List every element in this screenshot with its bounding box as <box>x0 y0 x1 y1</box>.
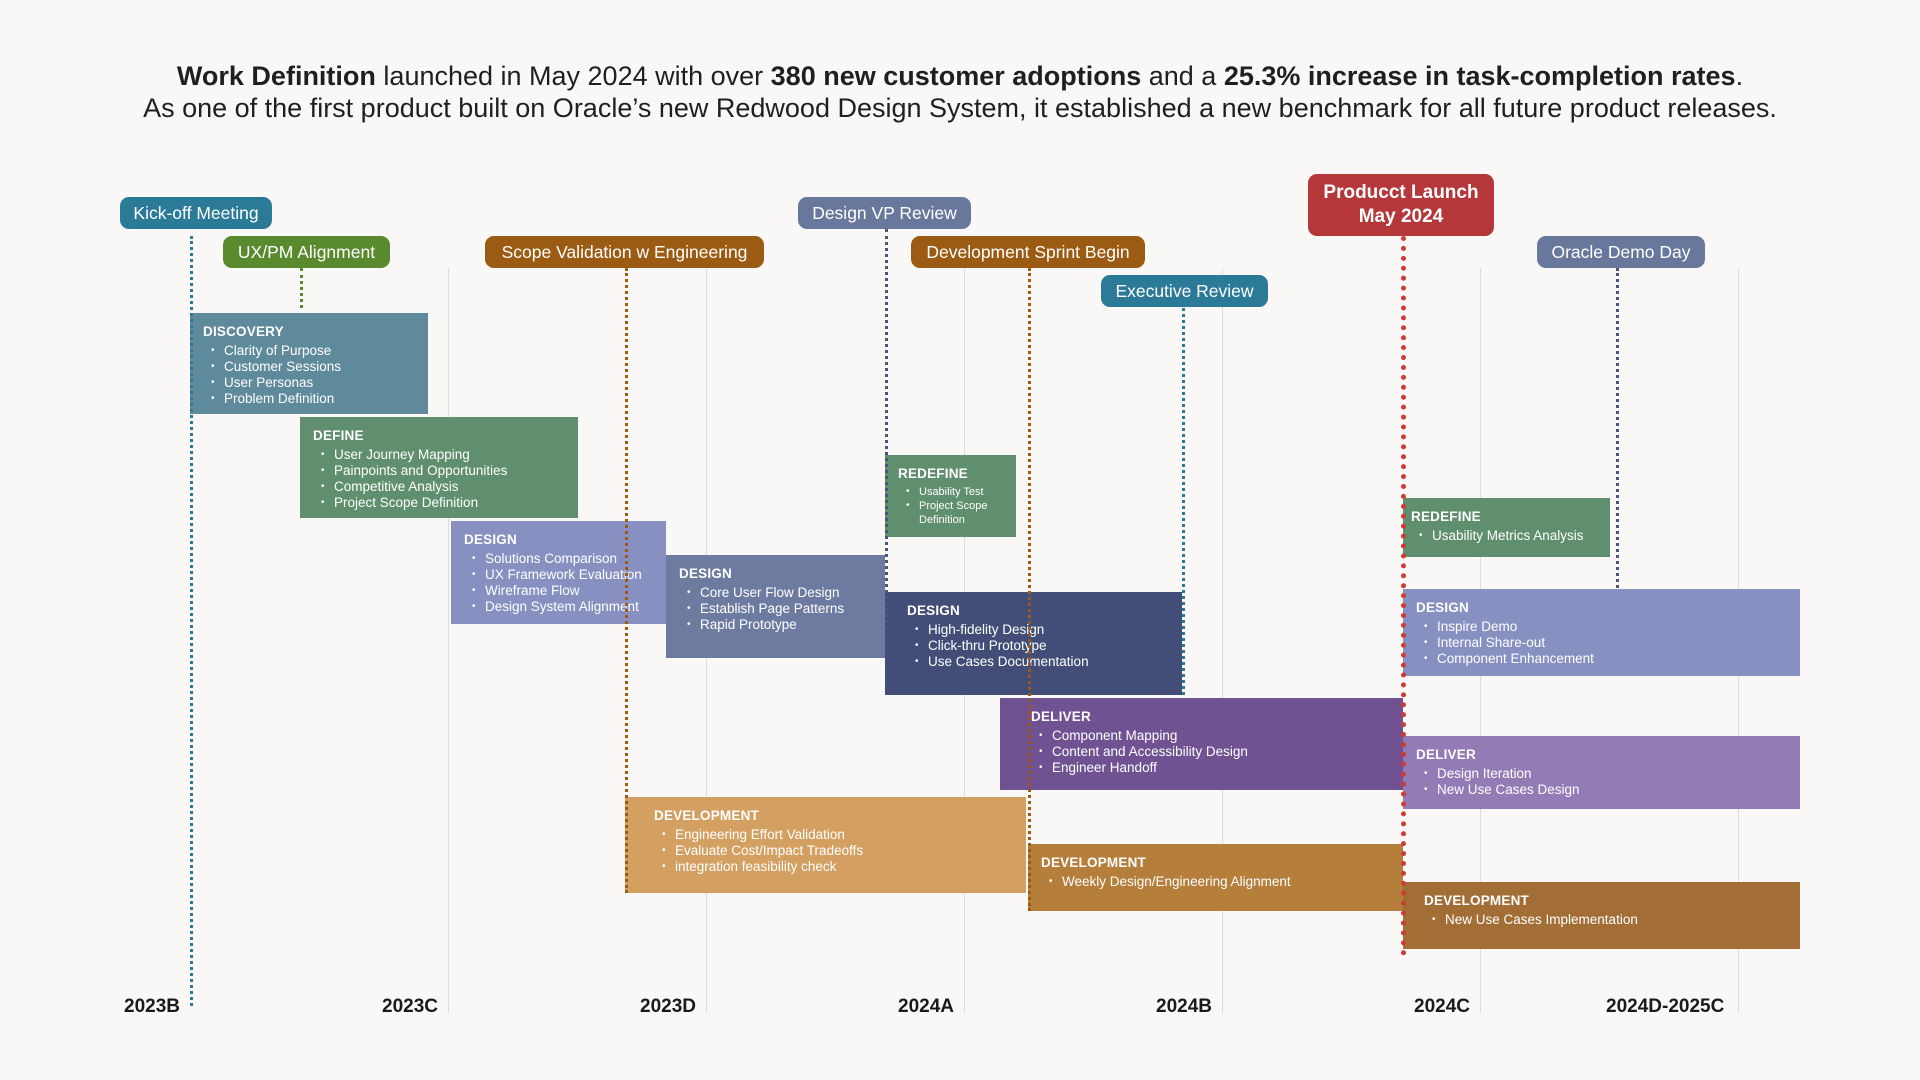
milestone-product-launch: Producct Launch May 2024 <box>1308 174 1494 236</box>
phase-item: Project Scope Definition <box>321 495 578 511</box>
axis-label-2024d-2025c: 2024D-2025C <box>1606 996 1725 1017</box>
axis-label-2024c: 2024C <box>1414 996 1470 1017</box>
gridline-2024b <box>1222 268 1223 1013</box>
headline-increase: 25.3% increase in task-completion rates <box>1223 61 1736 91</box>
phase-item: Solutions Comparison <box>472 551 666 567</box>
phase-design-2: DESIGN Core User Flow Design Establish P… <box>666 555 885 658</box>
sprint-line <box>1028 268 1031 911</box>
milestone-ux-pm-alignment: UX/PM Alignment <box>223 236 390 268</box>
phase-title: DESIGN <box>464 532 517 547</box>
phase-item: Project Scope Definition <box>906 499 1016 527</box>
phase-item: Click-thru Prototype <box>915 638 1182 654</box>
phase-development-3: DEVELOPMENT New Use Cases Implementation <box>1403 882 1800 949</box>
phase-item: Weekly Design/Engineering Alignment <box>1049 874 1403 890</box>
uxpm-line <box>300 268 303 308</box>
phase-item: Painpoints and Opportunities <box>321 463 578 479</box>
headline-period: . <box>1735 61 1744 91</box>
milestone-development-sprint-begin: Development Sprint Begin <box>911 236 1145 268</box>
axis-label-2023b: 2023B <box>124 996 180 1017</box>
phase-title: DISCOVERY <box>203 324 284 339</box>
phase-item: Competitive Analysis <box>321 479 578 495</box>
milestone-design-vp-review: Design VP Review <box>798 197 971 229</box>
phase-item: Component Mapping <box>1039 728 1403 744</box>
phase-item: Usability Metrics Analysis <box>1419 528 1610 544</box>
phase-item: Design System Alignment <box>472 599 666 615</box>
milestone-kickoff-meeting: Kick-off Meeting <box>120 197 272 229</box>
phase-design-3: DESIGN High-fidelity Design Click-thru P… <box>885 592 1182 695</box>
phase-item: Engineer Handoff <box>1039 760 1403 776</box>
phase-item: Wireframe Flow <box>472 583 666 599</box>
phase-title: REDEFINE <box>1411 509 1481 524</box>
axis-label-2023c: 2023C <box>382 996 438 1017</box>
axis-label-2023d: 2023D <box>640 996 696 1017</box>
phase-title: REDEFINE <box>898 466 968 481</box>
launch-line <box>1401 236 1406 956</box>
phase-item: Internal Share-out <box>1424 635 1800 651</box>
phase-title: DELIVER <box>1416 747 1476 762</box>
phase-development-2: DEVELOPMENT Weekly Design/Engineering Al… <box>1028 844 1403 911</box>
phase-item: User Journey Mapping <box>321 447 578 463</box>
phase-deliver-1: DELIVER Component Mapping Content and Ac… <box>1000 698 1403 790</box>
phase-item: Evaluate Cost/Impact Tradeoffs <box>662 843 1026 859</box>
phase-title: DESIGN <box>907 603 960 618</box>
phase-item: Content and Accessibility Design <box>1039 744 1403 760</box>
phase-discovery: DISCOVERY Clarity of Purpose Customer Se… <box>190 313 428 414</box>
phase-item: New Use Cases Design <box>1424 782 1800 798</box>
phase-redefine-1: REDEFINE Usability Test Project Scope De… <box>885 455 1016 537</box>
launch-title: Producct Launch <box>1323 182 1479 203</box>
milestone-scope-validation: Scope Validation w Engineering <box>485 236 764 268</box>
phase-title: DELIVER <box>1031 709 1091 724</box>
phase-title: DESIGN <box>679 566 732 581</box>
phase-item: Core User Flow Design <box>687 585 885 601</box>
phase-item: User Personas <box>211 375 428 391</box>
phase-title: DESIGN <box>1416 600 1469 615</box>
phase-item: Component Enhancement <box>1424 651 1800 667</box>
phase-item: High-fidelity Design <box>915 622 1182 638</box>
phase-item: Establish Page Patterns <box>687 601 885 617</box>
phase-item: Usability Test <box>906 485 1016 499</box>
vp-review-line <box>885 229 888 629</box>
phase-item: Problem Definition <box>211 391 428 407</box>
phase-item: New Use Cases Implementation <box>1432 912 1800 928</box>
kickoff-line <box>190 236 193 1006</box>
headline-text-b: and a <box>1141 61 1224 91</box>
phase-item: Inspire Demo <box>1424 619 1800 635</box>
demo-day-line <box>1616 268 1619 588</box>
phase-title: DEVELOPMENT <box>1424 893 1529 908</box>
phase-item: Clarity of Purpose <box>211 343 428 359</box>
phase-deliver-2: DELIVER Design Iteration New Use Cases D… <box>1403 736 1800 809</box>
axis-label-2024b: 2024B <box>1156 996 1212 1017</box>
phase-development-1: DEVELOPMENT Engineering Effort Validatio… <box>625 797 1026 893</box>
launch-date: May 2024 <box>1358 206 1444 227</box>
phase-design-1: DESIGN Solutions Comparison UX Framework… <box>451 521 666 624</box>
phase-design-4: DESIGN Inspire Demo Internal Share-out C… <box>1403 589 1800 676</box>
phase-item: Design Iteration <box>1424 766 1800 782</box>
phase-define: DEFINE User Journey Mapping Painpoints a… <box>300 417 578 518</box>
phase-item: Use Cases Documentation <box>915 654 1182 670</box>
phase-title: DEFINE <box>313 428 364 443</box>
headline-text-a: launched in May 2024 with over <box>375 61 771 91</box>
phase-item: Engineering Effort Validation <box>662 827 1026 843</box>
phase-item: UX Framework Evaluation <box>472 567 666 583</box>
headline-adoptions: 380 new customer adoptions <box>770 61 1142 91</box>
phase-redefine-2: REDEFINE Usability Metrics Analysis <box>1403 498 1610 557</box>
axis-label-2024a: 2024A <box>898 996 954 1017</box>
gridline-2023c <box>448 268 449 1013</box>
headline-line-1: Work Definition launched in May 2024 wit… <box>0 60 1920 92</box>
milestone-executive-review: Executive Review <box>1101 275 1268 307</box>
headline-product: Work Definition <box>176 61 376 91</box>
phase-item: Customer Sessions <box>211 359 428 375</box>
phase-title: DEVELOPMENT <box>1041 855 1146 870</box>
milestone-oracle-demo-day: Oracle Demo Day <box>1537 236 1705 268</box>
phase-title: DEVELOPMENT <box>654 808 759 823</box>
phase-item: Rapid Prototype <box>687 617 885 633</box>
scope-line <box>625 268 628 893</box>
exec-review-line <box>1182 308 1185 695</box>
headline-line-2: As one of the first product built on Ora… <box>143 93 1777 123</box>
phase-item: integration feasibility check <box>662 859 1026 875</box>
